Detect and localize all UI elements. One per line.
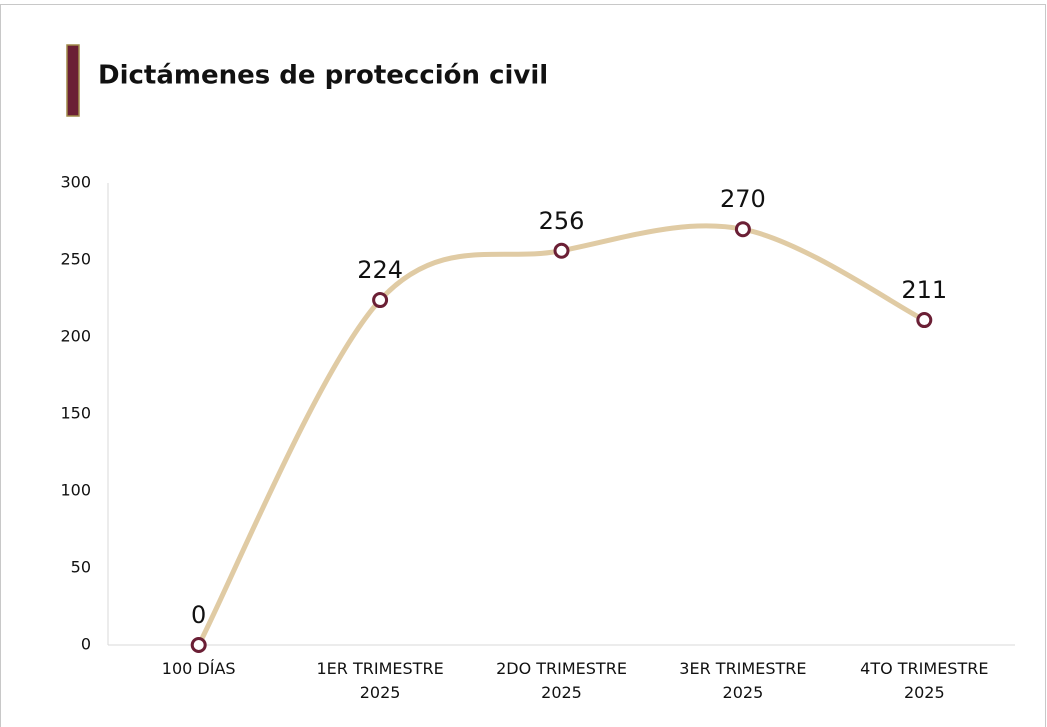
- point-marker: [734, 221, 751, 238]
- title-accent: [66, 44, 80, 117]
- point-marker: [916, 312, 933, 329]
- data-label: 256: [539, 207, 585, 235]
- chart-title: Dictámenes de protección civil: [98, 61, 548, 91]
- x-tick-label: 100 DÍAS: [161, 659, 236, 678]
- series-line: [196, 223, 927, 648]
- data-label: 211: [901, 276, 947, 304]
- data-label: 270: [720, 185, 766, 213]
- x-tick-label: 4TO TRIMESTRE 2025: [860, 659, 989, 702]
- data-label: 224: [357, 256, 403, 284]
- point-marker: [190, 637, 207, 653]
- y-tick-label: 150: [60, 404, 91, 423]
- y-tick-label: 100: [60, 481, 91, 500]
- x-tick-label: 2DO TRIMESTRE 2025: [496, 659, 627, 702]
- y-tick-label: 300: [60, 173, 91, 192]
- x-tick-label: 1ER TRIMESTRE 2025: [316, 659, 444, 702]
- data-label: 0: [191, 601, 206, 629]
- y-tick-label: 250: [60, 250, 91, 269]
- point-marker: [372, 292, 389, 309]
- point-marker: [553, 242, 570, 259]
- y-tick-label: 50: [71, 558, 91, 577]
- y-tick-label: 200: [60, 327, 91, 346]
- y-tick-label: 0: [81, 635, 91, 654]
- x-tick-label: 3ER TRIMESTRE 2025: [679, 659, 807, 702]
- frame: [0, 4, 1046, 727]
